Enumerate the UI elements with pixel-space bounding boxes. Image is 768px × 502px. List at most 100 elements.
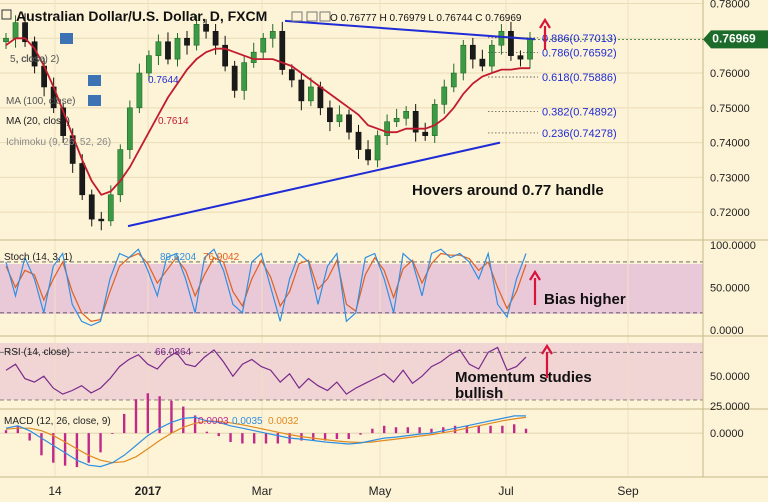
rsi-tick-label: 25.0000 [710, 401, 750, 413]
chart-title: Australian Dollar/U.S. Dollar, D, FXCM [16, 8, 267, 24]
candle-body [175, 38, 180, 59]
candle-body [3, 38, 8, 41]
candle-body [356, 132, 361, 149]
stoch-tick-label: 0.0000 [710, 325, 744, 337]
macd-histogram-bar [501, 426, 503, 433]
candle-body [365, 150, 370, 160]
candle-body [489, 45, 494, 66]
macd-histogram-bar [265, 433, 267, 443]
settings-icon[interactable] [88, 75, 101, 86]
candle-body [308, 87, 313, 101]
macd-histogram-bar [52, 433, 54, 463]
macd-histogram-bar [454, 426, 456, 433]
candle-body [242, 63, 247, 91]
candle-body [385, 122, 390, 136]
macd-histogram-bar [525, 429, 527, 433]
macd-histogram-bar [135, 399, 137, 433]
macd-histogram-bar [88, 433, 90, 463]
indicator-label: MA (100, close) [6, 96, 75, 107]
candle-body [461, 45, 466, 73]
macd-signal-value: 0.0032 [268, 416, 299, 427]
macd-histogram-bar [229, 433, 231, 442]
macd-histogram-bar [348, 433, 350, 439]
macd-histogram-bar [182, 407, 184, 434]
macd-histogram-bar [277, 433, 279, 443]
stoch-tick-label: 100.0000 [710, 240, 756, 252]
annotation-main: Hovers around 0.77 handle [412, 182, 604, 199]
fib-level-label: 0.618(0.75886) [542, 72, 617, 84]
rsi-title: RSI (14, close) [4, 347, 70, 358]
indicator-label: , close, 2) [16, 54, 59, 65]
annotation-stoch: Bias higher [544, 291, 626, 308]
candle-body [442, 87, 447, 104]
last-price-label: 0.76969 [712, 32, 756, 46]
candle-body [289, 70, 294, 80]
indicator-label: Ichimoku (9, 26, 52, 26) [6, 137, 111, 148]
candle-body [394, 118, 399, 121]
fib-level-label: 0.382(0.74892) [542, 107, 617, 119]
macd-histogram-bar [28, 433, 30, 440]
macd-histogram-bar [241, 433, 243, 443]
settings-icon[interactable] [88, 95, 101, 106]
time-tick-label: Jul [498, 484, 513, 498]
macd-title: MACD (12, 26, close, 9) [4, 416, 111, 427]
annotation-rsi-line2: bullish [455, 385, 503, 402]
candle-body [213, 31, 218, 45]
macd-histogram-bar [64, 433, 66, 465]
macd-histogram-bar [478, 426, 480, 433]
candle-body [184, 38, 189, 45]
price-tick-label: 0.78000 [710, 0, 750, 10]
candle-body [99, 219, 104, 221]
candle-body [299, 80, 304, 101]
macd-histogram-bar [147, 393, 149, 433]
candle-body [508, 31, 513, 55]
rsi-value: 66.0864 [155, 347, 192, 358]
macd-histogram-bar [513, 424, 515, 433]
candle-body [118, 150, 123, 195]
macd-histogram-bar [359, 433, 361, 434]
candle-body [80, 163, 85, 194]
candle-body [451, 73, 456, 87]
macd-histogram-bar [489, 426, 491, 433]
macd-histogram-bar [40, 433, 42, 455]
candle-body [346, 115, 351, 132]
candle-body [232, 66, 237, 90]
candle-body [499, 31, 504, 45]
macd-histogram-bar [312, 433, 314, 440]
time-tick-label: 14 [48, 484, 62, 498]
candle-body [165, 42, 170, 59]
candle-body [156, 42, 161, 56]
candle-body [518, 56, 523, 59]
time-tick-label: 2017 [135, 484, 162, 498]
candle-body [127, 108, 132, 150]
candle-body [270, 31, 275, 38]
stoch-title: Stoch (14, 3, 1) [4, 252, 72, 263]
candle-body [470, 45, 475, 59]
macd-histogram-bar [76, 433, 78, 467]
macd-histogram-bar [336, 433, 338, 439]
candle-body [375, 136, 380, 160]
candle-body [480, 59, 485, 66]
candle-body [404, 111, 409, 118]
rsi-tick-label: 50.0000 [710, 371, 750, 383]
macd-histogram-bar [123, 414, 125, 433]
macd-tick-label: 0.0000 [710, 428, 744, 440]
macd-histogram-bar [466, 426, 468, 433]
candle-body [432, 104, 437, 135]
macd-histogram-bar [111, 433, 113, 434]
indicator-label: MA (20, close) [6, 116, 70, 127]
candle-body [203, 24, 208, 31]
candle-body [423, 132, 428, 135]
settings-icon[interactable] [60, 33, 73, 44]
fib-level-label: 0.786(0.76592) [542, 47, 617, 59]
fib-level-label: 0.886(0.77013) [542, 33, 617, 45]
candle-body [318, 87, 323, 108]
candle-body [261, 38, 266, 52]
fib-level-label: 0.236(0.74278) [542, 128, 617, 140]
time-tick-label: Sep [617, 484, 639, 498]
macd-hist-value: 0.0003 [198, 416, 229, 427]
macd-histogram-bar [218, 433, 220, 436]
candle-body [137, 73, 142, 108]
candle-body [327, 108, 332, 122]
